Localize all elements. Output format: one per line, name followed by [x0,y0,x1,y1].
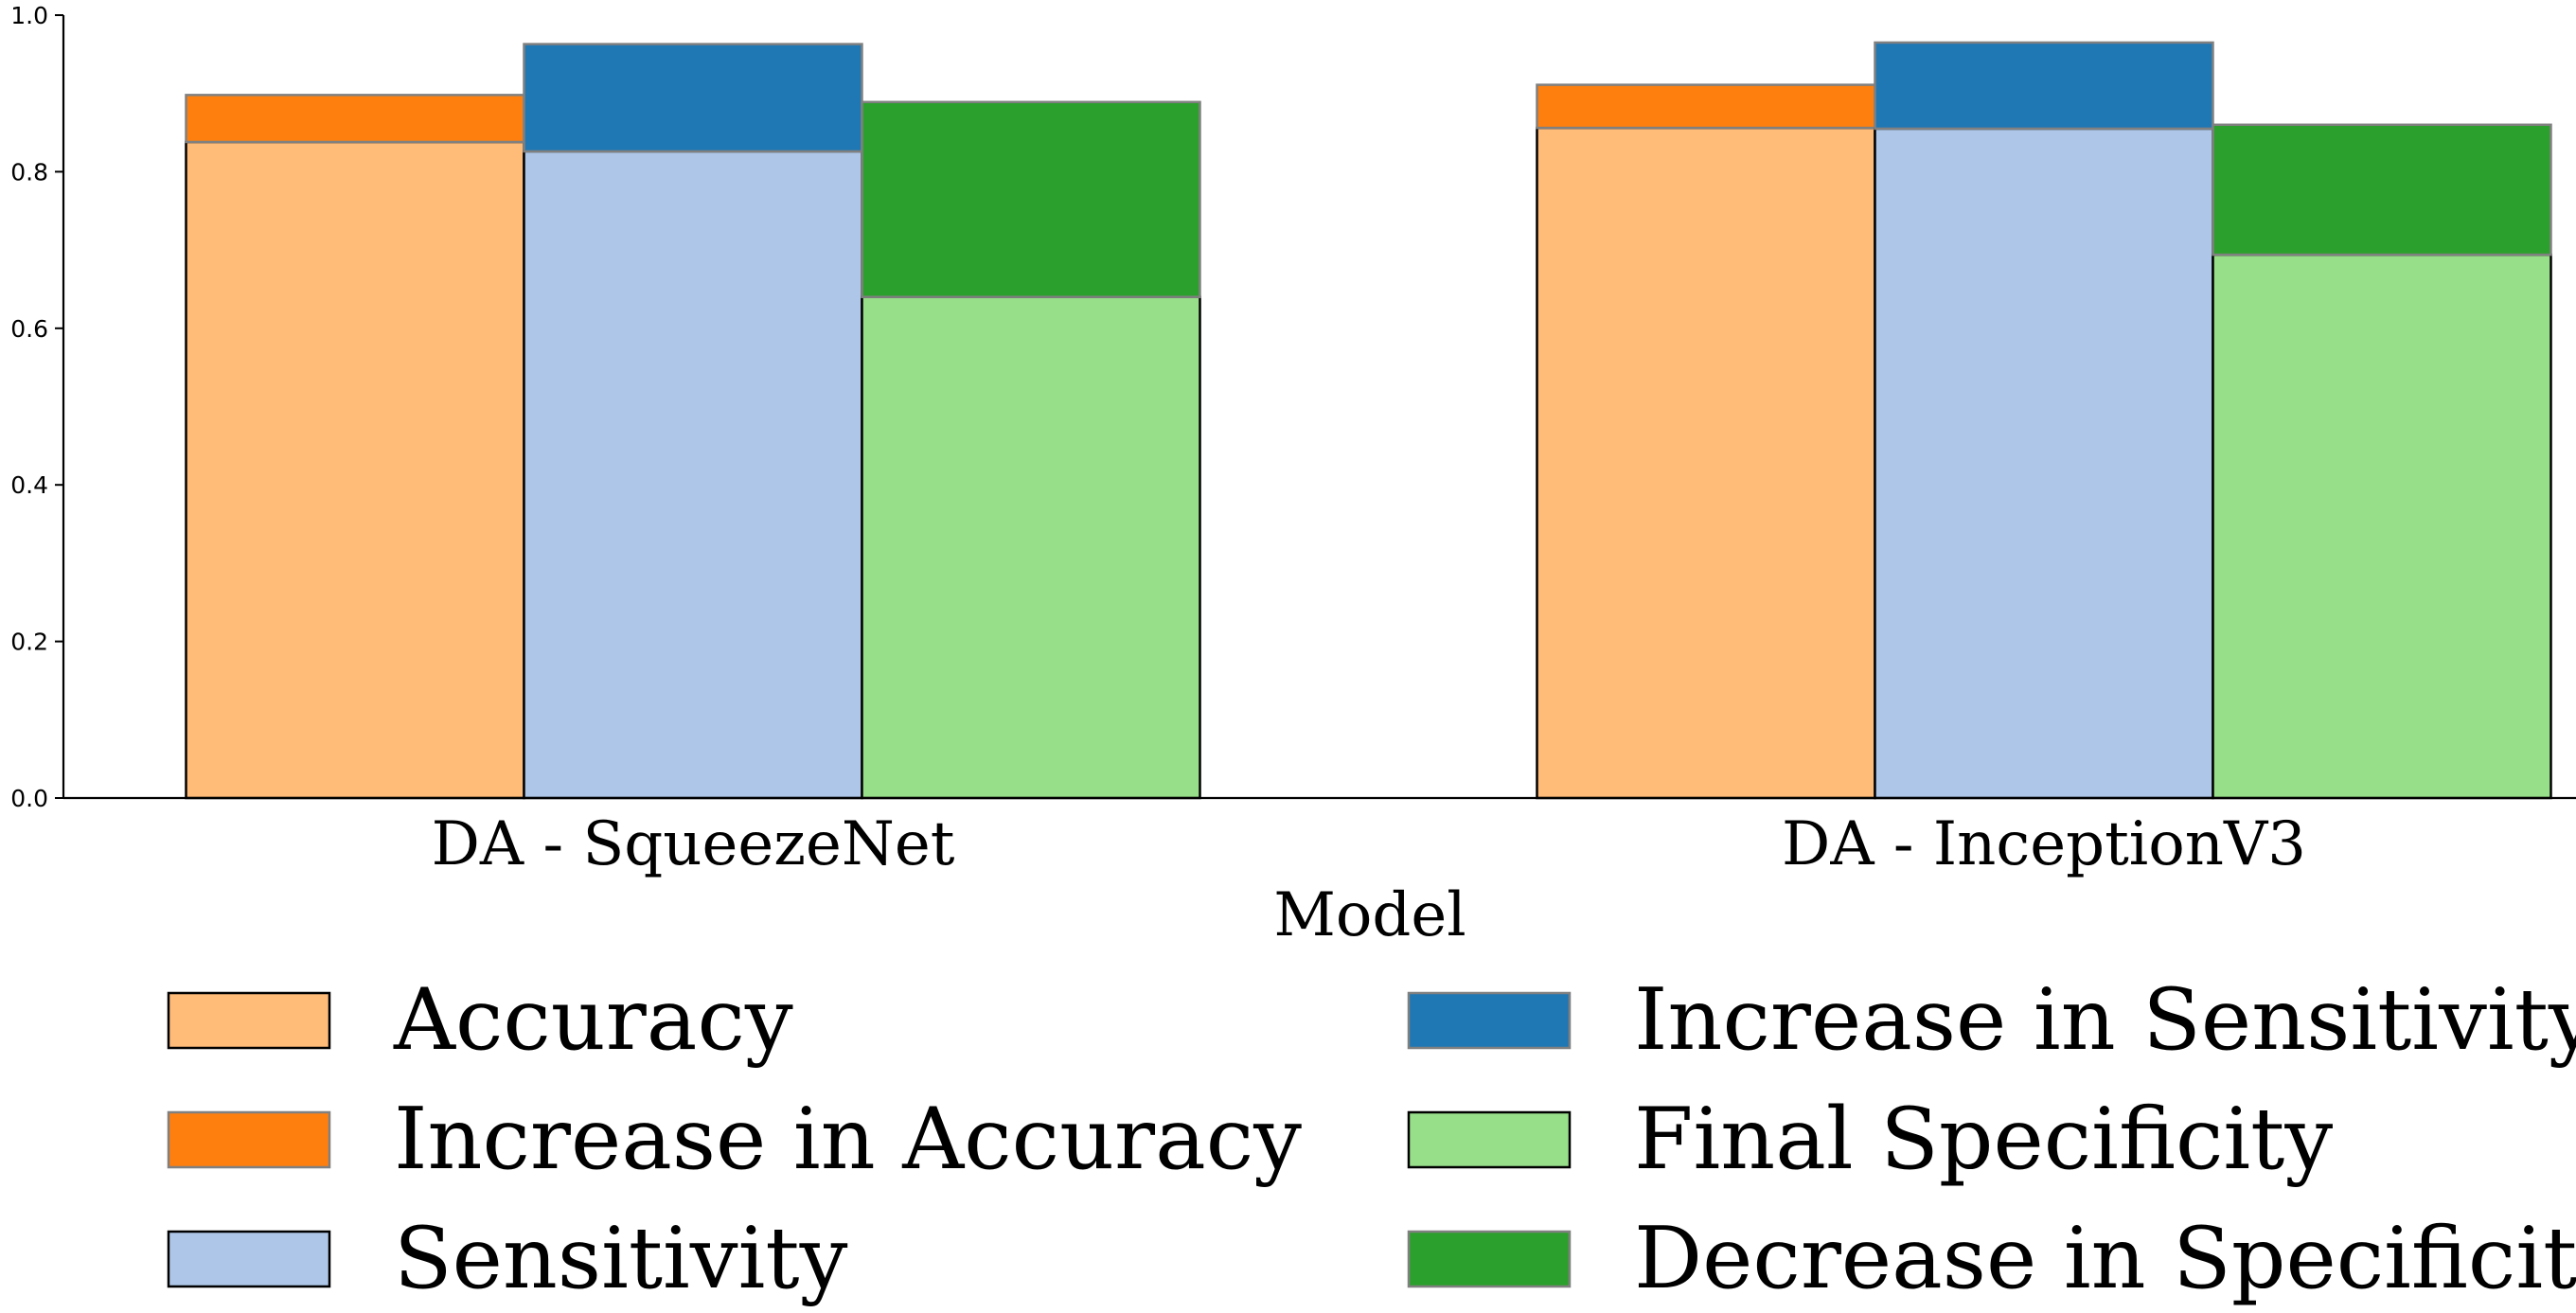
x-axis-title: Model [1273,880,1466,950]
y-tick-label-0: 0.0 [10,785,48,812]
bar-sensitivity-top-0 [523,43,863,153]
bar-specificity-top-1 [2212,123,2552,257]
legend-swatch-1 [1407,991,1572,1050]
bars-layer [185,41,2552,800]
legend-swatch-4 [167,1230,331,1288]
legend-label-1: Increase in Sensitivity [1634,970,2576,1070]
bar-specificity-top-0 [861,100,1201,298]
legend-label-2: Increase in Accuracy [394,1090,1302,1189]
x-tick-label-1: DA - InceptionV3 [1782,809,2306,879]
axes-layer: DA - SqueezeNet DA - InceptionV3 0.0 0.2 0.4… [10,2,2576,879]
y-tick-label-2: 0.4 [10,471,48,499]
bar-accuracy-base-1 [1536,126,1876,800]
legend-swatch-3 [1407,1110,1572,1169]
bar-specificity-base-0 [861,295,1201,800]
bar-accuracy-top-1 [1536,83,1876,130]
bar-sensitivity-top-1 [1874,41,2214,131]
legend-swatch-5 [1407,1230,1572,1288]
bar-accuracy-base-0 [185,140,525,800]
legend-label-3: Final Specificity [1634,1090,2333,1189]
bar-sensitivity-base-0 [523,150,863,800]
legend-label-5: Decrease in Specificity [1634,1209,2576,1308]
x-tick-label-0: DA - SqueezeNet [432,809,955,879]
y-tick-label-3: 0.6 [10,315,48,343]
bar-specificity-base-1 [2212,253,2552,800]
legend-label-0: Accuracy [393,970,793,1070]
bar-sensitivity-base-1 [1874,127,2214,800]
legend-label-4: Sensitivity [394,1209,848,1308]
y-tick-label-1: 0.2 [10,629,48,656]
legend: Accuracy Increase in Sensitivity Increase … [167,970,2576,1308]
legend-swatch-0 [167,991,331,1050]
bar-accuracy-top-0 [185,94,525,144]
y-tick-label-4: 0.8 [10,158,48,186]
y-tick-label-5: 1.0 [10,2,48,29]
legend-swatch-2 [167,1110,331,1169]
